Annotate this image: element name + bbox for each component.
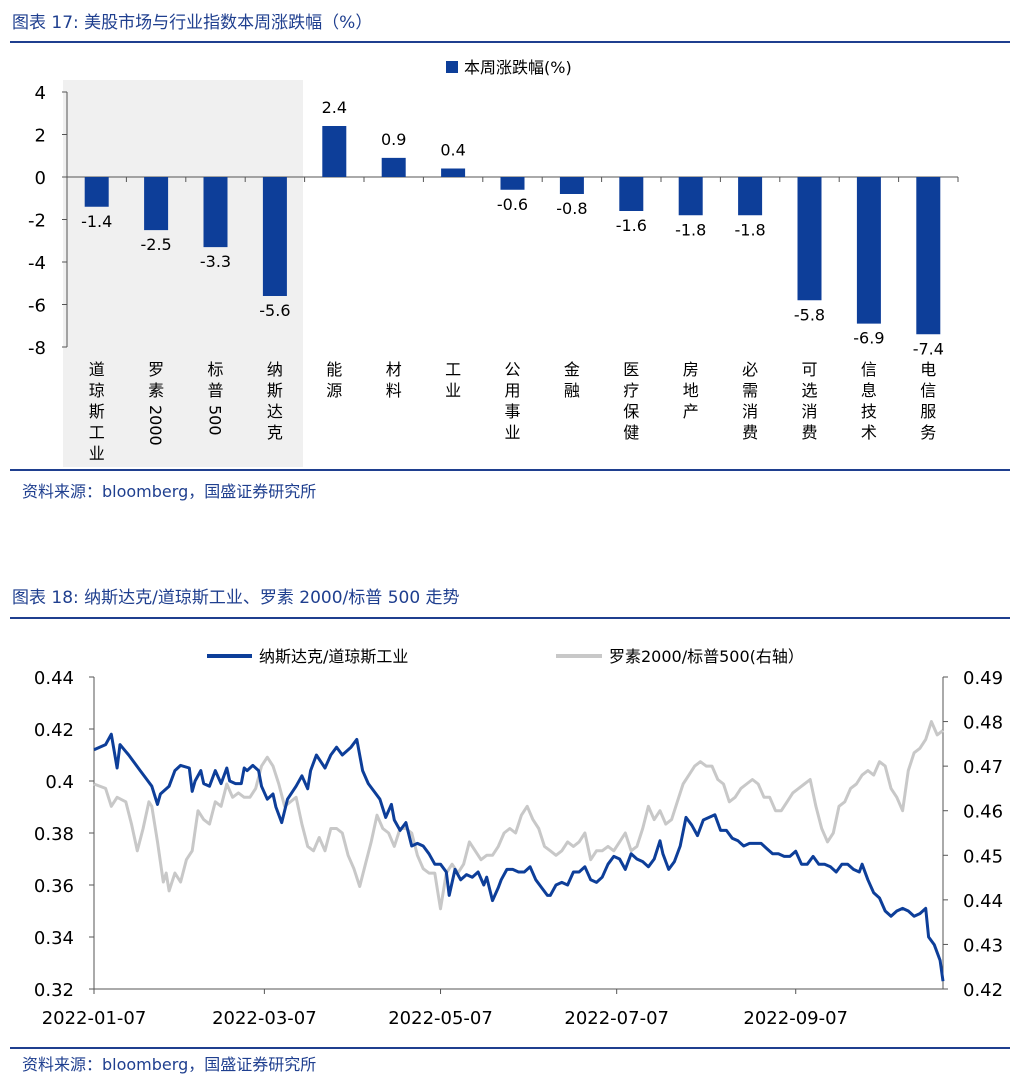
y-tick-label: -8 [28, 338, 46, 359]
bar-信息技术 [856, 177, 881, 324]
line-chart: 0.44 0.42 0.4 0.38 0.36 0.34 0.32 0.49 0.48 0.47… [34, 647, 1003, 1029]
legend-swatch [446, 61, 458, 73]
bar-电信服务 [916, 177, 941, 335]
category-label: 医疗保健 [623, 360, 639, 442]
left-y-tick-label: 0.44 [34, 668, 74, 689]
category-label: 罗素 [148, 360, 164, 400]
data-label: -1.6 [616, 216, 647, 235]
x-tick-label: 2022-03-07 [212, 1008, 317, 1029]
data-label: -5.6 [259, 301, 290, 320]
bar-金融 [559, 177, 584, 194]
left-y-tick-label: 0.36 [34, 876, 74, 897]
category-label: 道琼斯工业 [89, 360, 105, 463]
y-tick-label: -2 [28, 211, 46, 232]
category-label: 工业 [445, 360, 461, 400]
y-tick-label: 2 [35, 126, 46, 147]
y-tick-label: 0 [35, 168, 46, 189]
right-y-tick-label: 0.44 [963, 891, 1003, 912]
data-label: 0.9 [381, 130, 406, 149]
bar-罗素2000 [144, 177, 169, 231]
right-y-tick-label: 0.45 [963, 846, 1003, 867]
bar-道琼斯工业 [84, 177, 109, 207]
x-tick-label: 2022-01-07 [42, 1008, 147, 1029]
data-label: -6.9 [853, 329, 884, 348]
left-y-tick-label: 0.42 [34, 720, 74, 741]
bar-必需消费 [738, 177, 763, 216]
bar-纳斯达克 [262, 177, 287, 296]
legend-label-right: 罗素2000/标普500(右轴） [609, 647, 804, 666]
left-y-tick-label: 0.34 [34, 928, 74, 949]
y-tick-label: -6 [28, 296, 46, 317]
category-label: 电信服务 [920, 360, 936, 442]
right-y-tick-label: 0.47 [963, 757, 1003, 778]
data-label: 2.4 [322, 98, 347, 117]
left-y-tick-label: 0.4 [45, 772, 74, 793]
right-y-tick-label: 0.46 [963, 802, 1003, 823]
chart2-source: 资料来源：bloomberg，国盛证券研究所 [22, 1055, 317, 1074]
series-nasdaq-dow-line [93, 732, 945, 982]
category-label: 纳斯达克 [267, 360, 283, 442]
category-label: 金融 [564, 360, 580, 400]
category-label: 能源 [326, 360, 342, 400]
category-label: 必需消费 [742, 360, 758, 442]
chart1-source: 资料来源：bloomberg，国盛证券研究所 [22, 482, 317, 501]
x-tick-label: 2022-09-07 [743, 1008, 848, 1029]
category-label-digits: 2000 [146, 405, 165, 446]
bar-工业 [441, 168, 466, 177]
chart2-title: 图表 18: 纳斯达克/道琼斯工业、罗素 2000/标普 500 走势 [12, 588, 460, 608]
chart2-bottom-rule [10, 1047, 1010, 1049]
bar-房地产 [678, 177, 703, 216]
data-label: 0.4 [440, 141, 465, 160]
data-label: -2.5 [140, 235, 171, 254]
y-tick-label: 4 [35, 83, 46, 104]
left-y-tick-label: 0.32 [34, 980, 74, 1001]
data-label: -1.8 [675, 220, 706, 239]
data-label: -7.4 [913, 339, 944, 358]
bar-chart: 4 2 0 -2 -4 -6 -8 -1.4 -2.5 -3.3 -5.6 2.4 0.9 0.4 -0.… [28, 58, 959, 467]
data-label: -1.4 [81, 212, 112, 231]
chart1-title: 图表 17: 美股市场与行业指数本周涨跌幅（%） [12, 13, 373, 33]
x-tick-label: 2022-05-07 [388, 1008, 493, 1029]
bar-材料 [381, 157, 406, 177]
bar-公用事业 [500, 177, 525, 190]
data-label: -0.8 [556, 199, 587, 218]
legend-label-left: 纳斯达克/道琼斯工业 [259, 647, 408, 666]
right-y-tick-label: 0.48 [963, 713, 1003, 734]
bar-能源 [322, 126, 347, 177]
category-label: 可选消费 [801, 360, 817, 442]
legend-label: 本周涨跌幅(%) [464, 58, 572, 77]
right-y-tick-label: 0.49 [963, 668, 1003, 689]
chart2-top-rule [10, 617, 1010, 619]
series-russell-sp500-line [93, 720, 944, 911]
right-y-tick-label: 0.42 [963, 980, 1003, 1001]
category-label: 公用事业 [504, 360, 520, 442]
category-label: 信息技术 [861, 360, 877, 442]
x-tick-label: 2022-07-07 [564, 1008, 669, 1029]
category-label: 房地产 [683, 360, 699, 421]
bar-医疗保健 [619, 177, 644, 211]
bar-可选消费 [797, 177, 822, 301]
data-label: -3.3 [200, 252, 231, 271]
bar-标普500 [203, 177, 228, 248]
chart1-bottom-rule [10, 469, 1010, 471]
y-tick-label: -4 [28, 253, 46, 274]
category-label: 材料 [386, 360, 402, 400]
data-label: -1.8 [734, 220, 765, 239]
category-label: 标普 [207, 360, 223, 400]
category-label-digits: 500 [206, 405, 225, 436]
data-label: -0.6 [497, 195, 528, 214]
left-y-tick-label: 0.38 [34, 824, 74, 845]
chart1-top-rule [10, 41, 1010, 43]
data-label: -5.8 [794, 305, 825, 324]
right-y-tick-label: 0.43 [963, 935, 1003, 956]
